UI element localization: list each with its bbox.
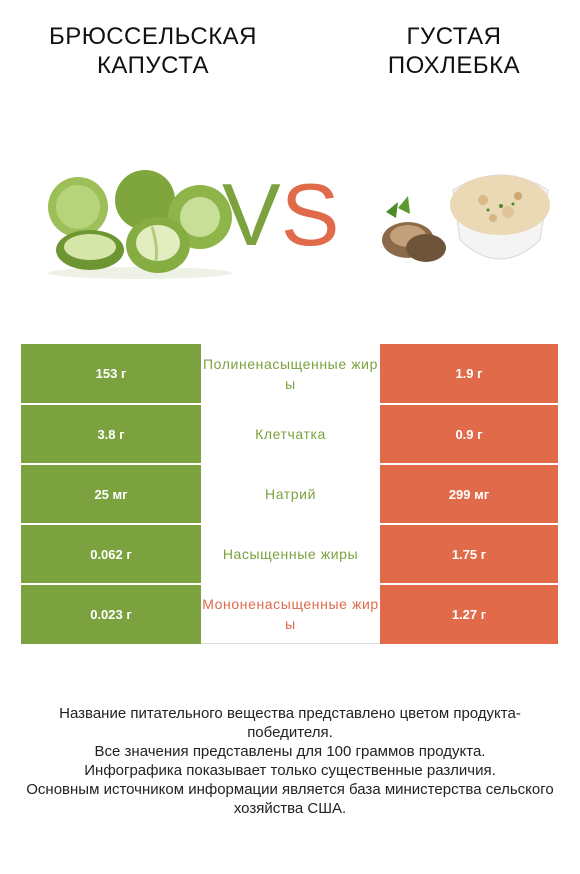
table-row: 0.062 г Насыщенные жиры 1.75 г: [21, 523, 558, 585]
vs-label: VS: [222, 165, 352, 265]
nutrient-name: Клетчатка: [201, 404, 380, 465]
footer-line: Все значения представлены для 100 граммо…: [94, 743, 486, 760]
nutrient-name: Натрий: [201, 464, 380, 525]
table-row: 153 г Полиненасыщенные жиры 1.9 г: [21, 344, 558, 405]
table-row: 25 мг Натрий 299 мг: [21, 463, 558, 525]
comparison-table: 153 г Полиненасыщенные жиры 1.9 г 3.8 г …: [21, 343, 558, 644]
footer-notes: Название питательного вещества представл…: [20, 704, 560, 818]
right-value: 0.9 г: [380, 403, 558, 464]
table-row: 0.023 г Мононенасыщенные жиры 1.27 г: [21, 583, 558, 644]
brussels-sprouts-image: [48, 170, 232, 279]
left-value: 0.062 г: [21, 523, 201, 584]
right-product-title: ГУСТАЯ ПОХЛЕБКА: [387, 23, 521, 79]
vs-s-letter: S: [280, 165, 340, 264]
footer-line: Инфографика показывает только существенн…: [84, 762, 496, 779]
left-value: 0.023 г: [21, 583, 201, 644]
nutrient-name: Полиненасыщенные жиры: [201, 344, 380, 405]
footer-line: Основным источником информации является …: [26, 781, 554, 817]
left-value: 25 мг: [21, 463, 201, 524]
right-value: 1.27 г: [380, 583, 558, 644]
chowder-image: [382, 174, 550, 262]
nutrient-name: Насыщенные жиры: [201, 524, 380, 585]
left-value: 153 г: [21, 344, 201, 404]
right-value: 299 мг: [380, 463, 558, 524]
vs-v-letter: V: [222, 165, 281, 264]
nutrient-name: Мононенасыщенные жиры: [201, 584, 380, 644]
right-value: 1.75 г: [380, 523, 558, 584]
footer-line: Название питательного вещества представл…: [59, 705, 521, 741]
table-row: 3.8 г Клетчатка 0.9 г: [21, 403, 558, 465]
left-value: 3.8 г: [21, 403, 201, 464]
left-product-title: БРЮССЕЛЬСКАЯ КАПУСТА: [48, 23, 258, 79]
right-value: 1.9 г: [380, 344, 558, 404]
